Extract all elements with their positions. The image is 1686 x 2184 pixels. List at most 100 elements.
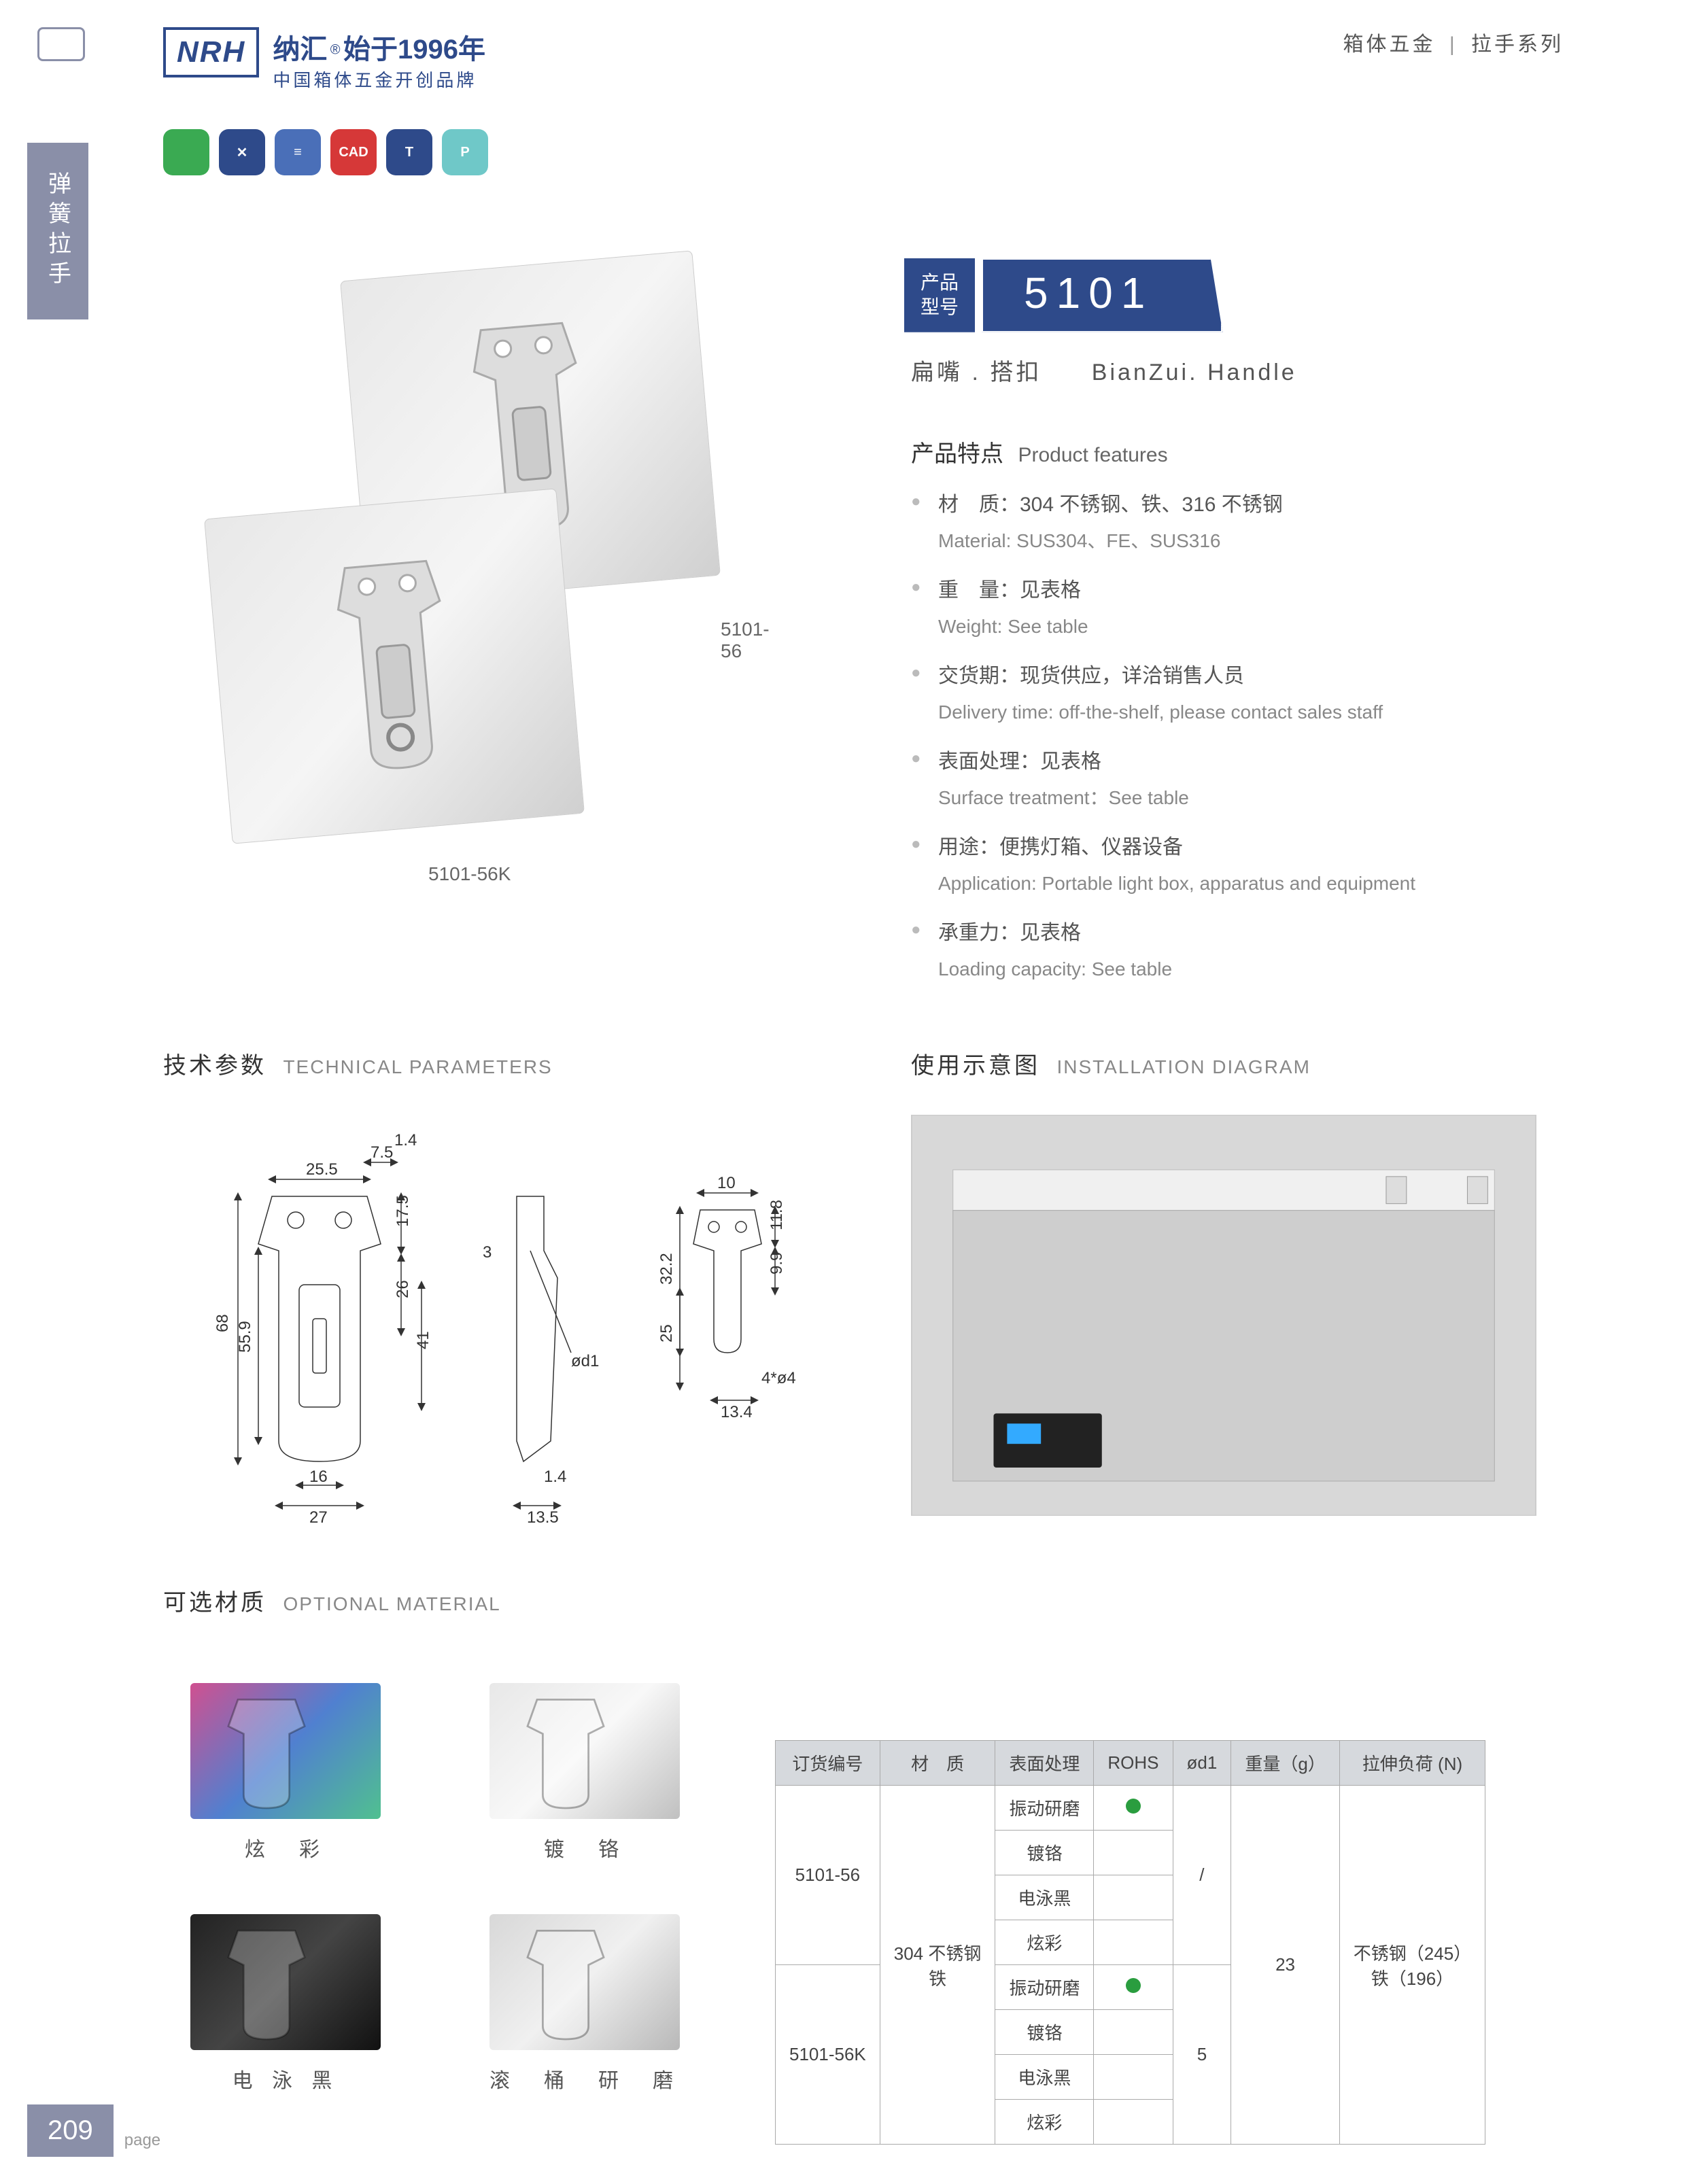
svg-text:1.4: 1.4 xyxy=(544,1468,566,1486)
product-name: 扁嘴 . 搭扣 BianZui. Handle xyxy=(911,353,1297,387)
cell-treatment: 炫彩 xyxy=(995,2100,1094,2145)
table-header: 材 质 xyxy=(880,1741,995,1786)
feature-en: Delivery time: off-the-shelf, please con… xyxy=(911,698,1536,727)
svg-text:1.4: 1.4 xyxy=(394,1131,417,1149)
cell-weight: 23 xyxy=(1231,1786,1339,2145)
feature-cn: 承重力：见表格 xyxy=(911,917,1536,950)
material-item-2: 电 泳 黑 xyxy=(163,1876,408,2094)
svg-text:17.5: 17.5 xyxy=(394,1195,412,1227)
rohs-dot-icon xyxy=(1126,1799,1141,1814)
feature-item-4: 用途：便携灯箱、仪器设备 Application: Portable light … xyxy=(911,831,1536,898)
rohs-dot-icon xyxy=(1126,1978,1141,1993)
feature-item-3: 表面处理：见表格 Surface treatment：See table xyxy=(911,746,1536,812)
material-label: 镀 铬 xyxy=(544,1833,625,1862)
svg-text:13.5: 13.5 xyxy=(527,1508,559,1527)
feature-icon-3: CAD xyxy=(330,129,377,175)
product-images: 5101-56 5101-56K xyxy=(177,245,789,856)
optional-material-title: 可选材质 OPTIONAL MATERIAL xyxy=(163,1584,501,1617)
table-row: 5101-56304 不锈钢 铁振动研磨/23不锈钢（245） 铁（196） xyxy=(776,1786,1485,1831)
feature-item-0: 材 质：304 不锈钢、铁、316 不锈钢 Material: SUS304、FE… xyxy=(911,489,1536,555)
technical-drawing: 25.5 7.5 1.4 68 55.9 17.5 26 41 16 27 3 … xyxy=(163,1115,843,1536)
svg-text:3: 3 xyxy=(483,1243,492,1262)
cell-treatment: 镀铬 xyxy=(995,1831,1094,1875)
category-cn: 箱体五金 xyxy=(1343,33,1436,56)
svg-text:9.9: 9.9 xyxy=(768,1252,786,1275)
install-title: 使用示意图 INSTALLATION DIAGRAM xyxy=(911,1047,1311,1080)
feature-cn: 交货期：现货供应，详洽销售人员 xyxy=(911,660,1536,693)
material-image xyxy=(190,1683,381,1819)
page-footer: 209 page xyxy=(27,2104,160,2157)
feature-item-2: 交货期：现货供应，详洽销售人员 Delivery time: off-the-sh… xyxy=(911,660,1536,727)
svg-text:68: 68 xyxy=(213,1314,232,1332)
badge-label: 产品 型号 xyxy=(904,258,975,332)
table-header: ød1 xyxy=(1173,1741,1231,1786)
cell-rohs xyxy=(1094,2010,1173,2055)
feature-en: Weight: See table xyxy=(911,612,1536,641)
material-label: 电 泳 黑 xyxy=(233,2064,339,2094)
feature-icon-1: ✕ xyxy=(219,129,265,175)
cell-rohs xyxy=(1094,1831,1173,1875)
product-badge: 产品 型号 5101 xyxy=(904,258,1222,332)
cell-material: 304 不锈钢 铁 xyxy=(880,1786,995,2145)
page-number: 209 xyxy=(27,2104,114,2157)
material-item-3: 滚 桶 研 磨 xyxy=(462,1876,707,2094)
feature-item-5: 承重力：见表格Loading capacity: See table xyxy=(911,917,1536,984)
feature-icon-0 xyxy=(163,129,209,175)
cell-rohs xyxy=(1094,2055,1173,2100)
feature-cn: 材 质：304 不锈钢、铁、316 不锈钢 xyxy=(911,489,1536,521)
svg-text:26: 26 xyxy=(394,1280,412,1298)
cell-treatment: 镀铬 xyxy=(995,2010,1094,2055)
table-header: 表面处理 xyxy=(995,1741,1094,1786)
cell-rohs xyxy=(1094,2100,1173,2145)
brand-text: 纳汇 ® 始于1996年 中国箱体五金开创品牌 xyxy=(273,27,485,92)
cell-rohs xyxy=(1094,1875,1173,1920)
svg-text:55.9: 55.9 xyxy=(236,1321,254,1353)
feature-cn: 用途：便携灯箱、仪器设备 xyxy=(911,831,1536,864)
svg-text:27: 27 xyxy=(309,1508,328,1527)
material-image xyxy=(190,1914,381,2050)
brand-cn: 纳汇 xyxy=(273,35,327,65)
svg-text:ød1: ød1 xyxy=(571,1352,599,1370)
table-header: 订货编号 xyxy=(776,1741,880,1786)
features-section: 产品特点 Product features 材 质：304 不锈钢、铁、316 … xyxy=(911,435,1536,1003)
cell-od1: 5 xyxy=(1173,1965,1231,2145)
page-label: page xyxy=(124,2131,160,2150)
cell-order-code: 5101-56K xyxy=(776,1965,880,2145)
feature-cn: 表面处理：见表格 xyxy=(911,746,1536,778)
cell-treatment: 炫彩 xyxy=(995,1920,1094,1965)
svg-text:4*ø4: 4*ø4 xyxy=(761,1369,796,1387)
feature-en: Application: Portable light box, apparat… xyxy=(911,869,1536,898)
material-image xyxy=(489,1914,680,2050)
product-name-en: BianZui. Handle xyxy=(1092,360,1297,385)
brand-sub: 中国箱体五金开创品牌 xyxy=(273,67,485,92)
mini-logo-icon xyxy=(37,27,85,61)
svg-text:10: 10 xyxy=(717,1174,736,1192)
cell-treatment: 电泳黑 xyxy=(995,1875,1094,1920)
cell-rohs xyxy=(1094,1965,1173,2010)
svg-text:16: 16 xyxy=(309,1468,328,1486)
svg-text:7.5: 7.5 xyxy=(371,1143,393,1162)
feature-en: Material: SUS304、FE、SUS316 xyxy=(911,527,1536,555)
img-label-1: 5101-56 xyxy=(721,619,789,662)
material-image xyxy=(489,1683,680,1819)
feature-en: Surface treatment：See table xyxy=(911,784,1536,812)
tech-params-title: 技术参数 TECHNICAL PARAMETERS xyxy=(163,1047,553,1080)
table-header: ROHS xyxy=(1094,1741,1173,1786)
logo-box: NRH xyxy=(163,27,259,77)
cell-treatment: 振动研磨 xyxy=(995,1965,1094,2010)
cell-order-code: 5101-56 xyxy=(776,1786,880,1965)
features-title: 产品特点 Product features xyxy=(911,435,1536,468)
cell-load: 不锈钢（245） 铁（196） xyxy=(1339,1786,1485,2145)
cell-rohs xyxy=(1094,1920,1173,1965)
product-model: 5101 xyxy=(982,258,1222,332)
feature-cn: 重 量：见表格 xyxy=(911,574,1536,607)
feature-icon-4: T xyxy=(386,129,432,175)
table-header: 拉伸负荷 (N) xyxy=(1339,1741,1485,1786)
material-item-1: 镀 铬 xyxy=(462,1645,707,1862)
material-item-0: 炫 彩 xyxy=(163,1645,408,1862)
brand-year: 始于1996年 xyxy=(343,35,485,65)
img-label-2: 5101-56K xyxy=(428,863,511,885)
page-header: NRH 纳汇 ® 始于1996年 中国箱体五金开创品牌 箱体五金 | 拉手系列 xyxy=(163,27,1564,92)
product-image-2 xyxy=(204,488,585,844)
svg-text:32.2: 32.2 xyxy=(657,1253,676,1285)
